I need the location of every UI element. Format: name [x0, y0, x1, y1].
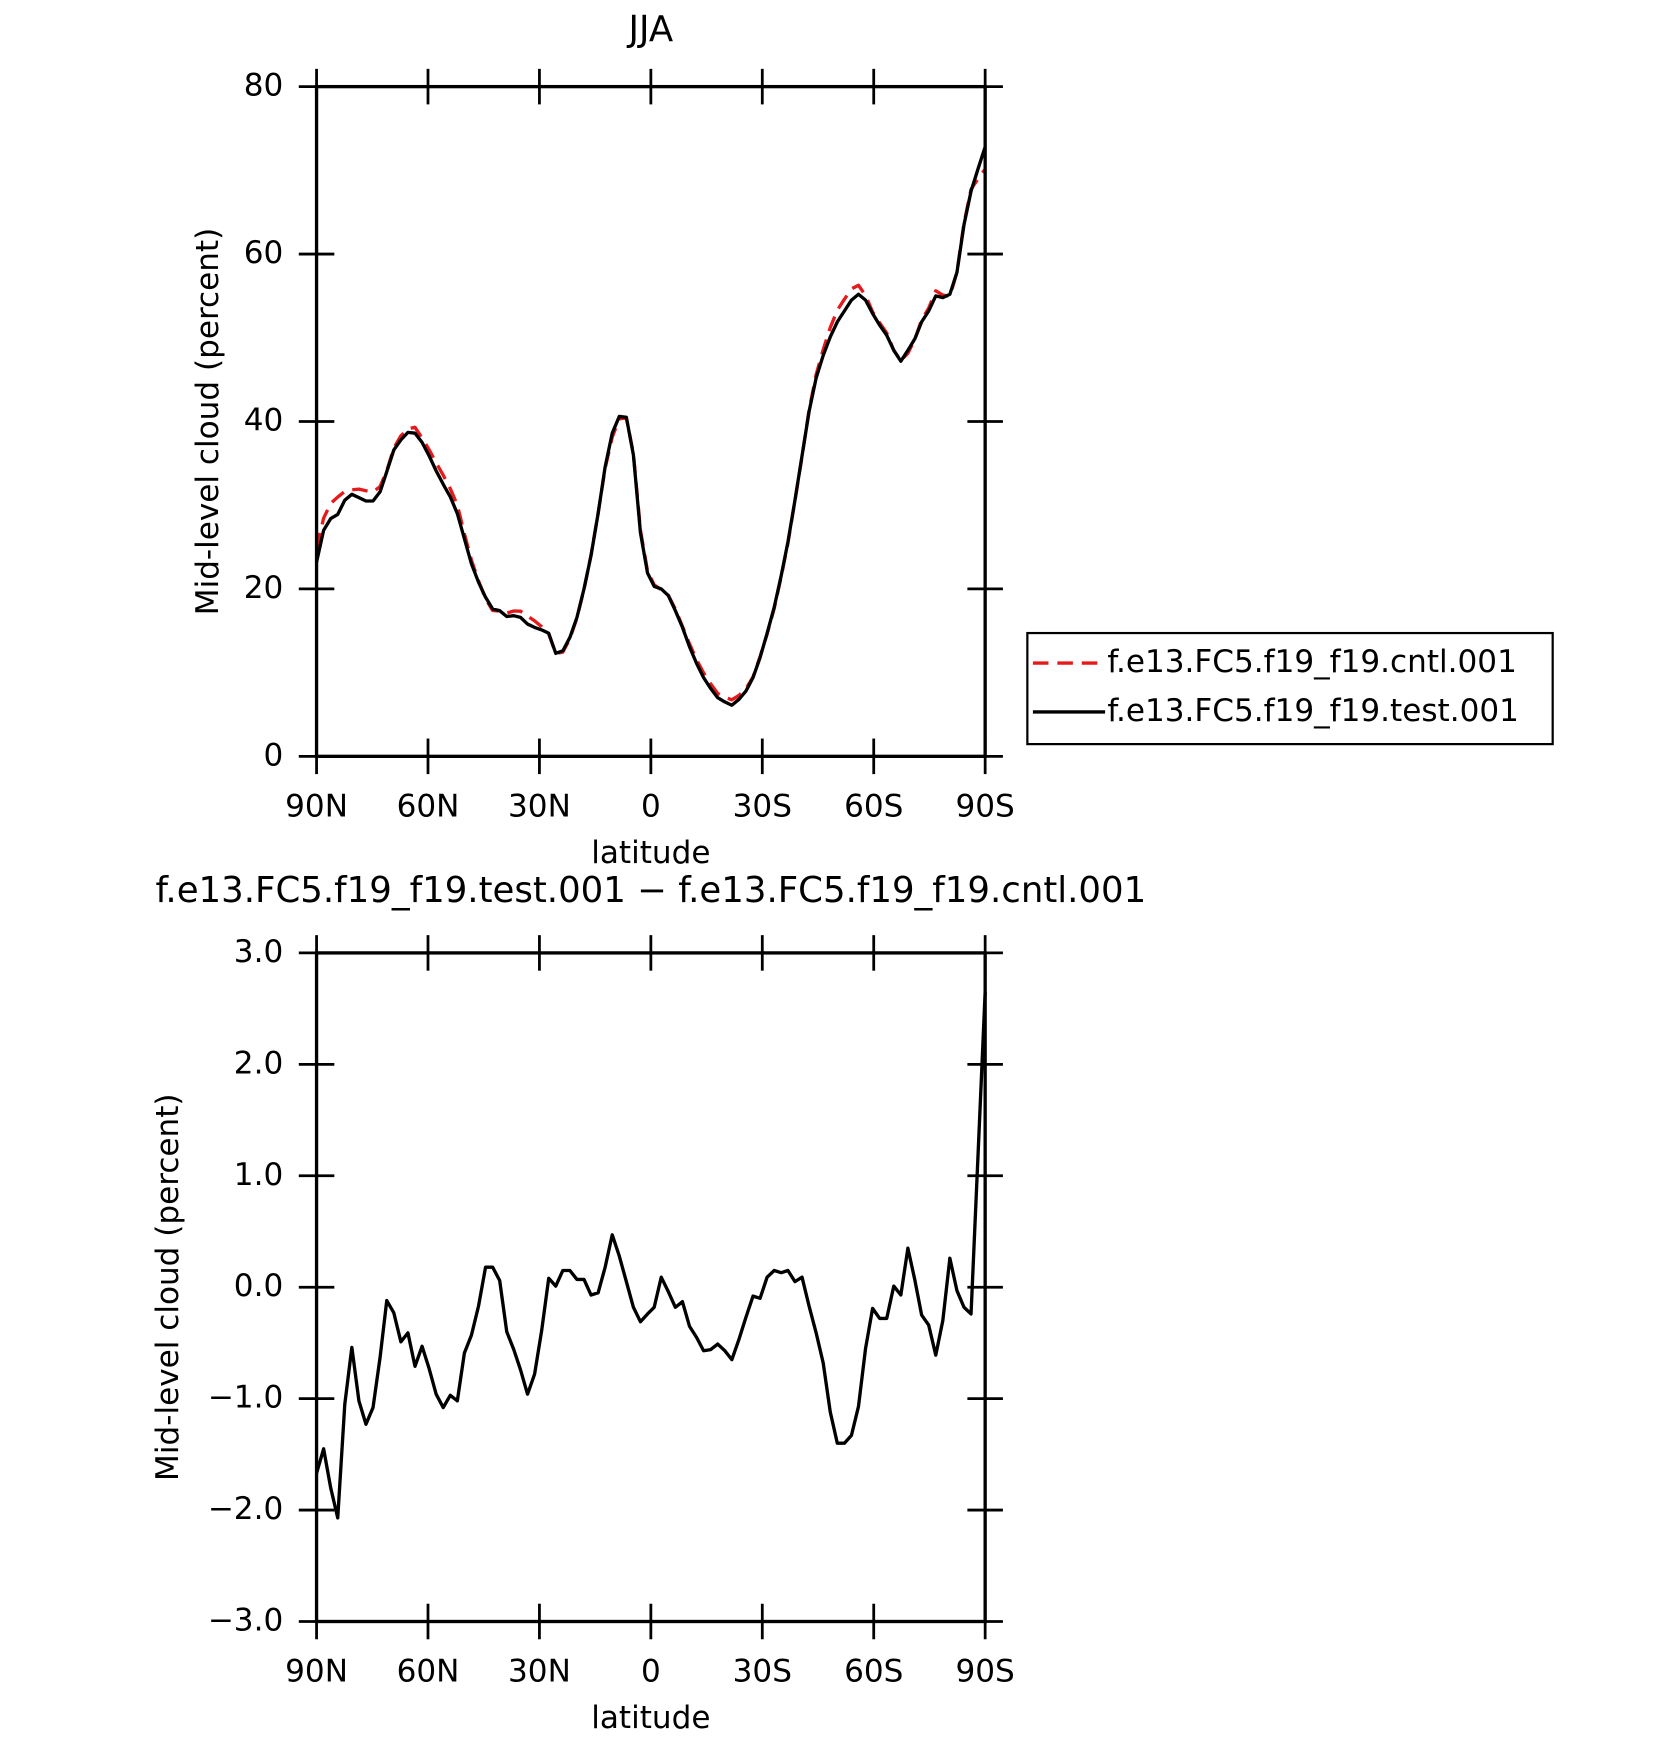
- x-tick-label: 60N: [397, 788, 460, 824]
- x-tick-label: 60S: [844, 1654, 903, 1690]
- plot-frame: [314, 84, 987, 758]
- y-axis-label: Mid-level cloud (percent): [190, 228, 226, 616]
- y-axis-label: Mid-level cloud (percent): [150, 1093, 186, 1481]
- legend-label: f.e13.FC5.f19_f19.test.001: [1107, 693, 1519, 729]
- x-tick-label: 30S: [733, 788, 792, 824]
- y-tick-label: −1.0: [208, 1380, 283, 1416]
- y-tick-label: 80: [244, 68, 284, 104]
- x-axis-label: latitude: [591, 1700, 710, 1736]
- y-tick-label: 20: [244, 570, 284, 606]
- y-tick-label: 2.0: [234, 1045, 283, 1081]
- x-tick-label: 30N: [508, 788, 571, 824]
- y-tick-label: 3.0: [234, 934, 283, 970]
- y-tick-label: 0.0: [234, 1268, 283, 1304]
- chart-title: f.e13.FC5.f19_f19.test.001 − f.e13.FC5.f…: [155, 870, 1146, 911]
- x-tick-label: 30N: [508, 1654, 571, 1690]
- y-tick-label: −2.0: [208, 1491, 283, 1527]
- x-tick-label: 60S: [844, 788, 903, 824]
- data-line: [314, 991, 987, 1520]
- y-tick-label: −3.0: [208, 1603, 283, 1639]
- chart-title: JJA: [627, 9, 674, 50]
- x-tick-label: 90S: [956, 788, 1015, 824]
- plot-frame: [314, 951, 987, 1624]
- x-axis-label: latitude: [591, 835, 710, 871]
- legend-label: f.e13.FC5.f19_f19.cntl.001: [1107, 644, 1517, 680]
- x-tick-label: 90S: [956, 1654, 1015, 1690]
- y-tick-label: 40: [244, 402, 284, 438]
- x-tick-label: 60N: [397, 1654, 460, 1690]
- data-line: [314, 146, 987, 707]
- x-tick-label: 90N: [285, 1654, 348, 1690]
- y-tick-label: 0: [263, 737, 283, 773]
- x-tick-label: 30S: [733, 1654, 792, 1690]
- x-tick-label: 90N: [285, 788, 348, 824]
- y-tick-label: 60: [244, 235, 284, 271]
- x-tick-label: 0: [641, 1654, 661, 1690]
- y-tick-label: 1.0: [234, 1157, 283, 1193]
- legend-box: [1026, 631, 1554, 746]
- x-tick-label: 0: [641, 788, 661, 824]
